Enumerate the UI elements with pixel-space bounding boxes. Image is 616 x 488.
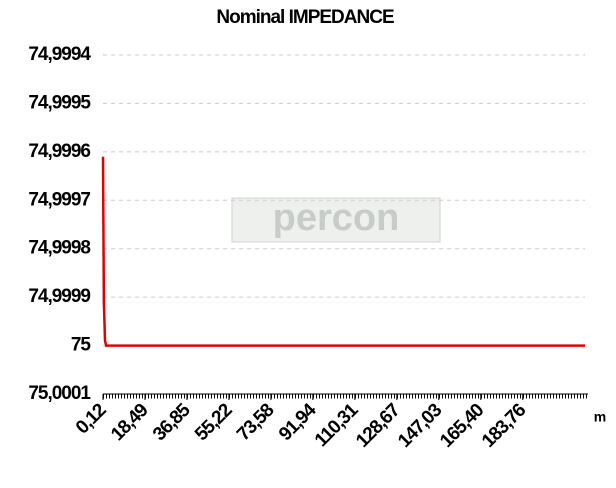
x-tick-label: 55,22 [191,400,236,445]
x-tick-label: 183,76 [478,400,530,452]
x-tick-label: 73,58 [233,400,278,445]
x-tick-label: 147,03 [394,400,446,452]
x-tick-label: 18,49 [107,400,152,445]
x-tick-label: 110,31 [311,399,363,451]
x-axis-label: m [594,409,606,425]
x-tick-label: 36,85 [149,399,195,445]
y-tick-label: 75 [71,335,92,356]
y-tick-label: 74,9997 [28,189,90,210]
x-tick-label: 128,67 [352,400,404,452]
y-tick-label: 74,9995 [28,92,91,113]
y-tick-label: 74,9999 [28,286,90,307]
chart-title: Nominal IMPEDANCE [216,7,394,28]
series-line [101,156,585,347]
watermark-box [231,197,441,243]
x-tick-label: 0,12 [72,400,110,438]
x-tick-label: 165,40 [436,400,488,452]
y-tick-label: 75,0001 [28,383,91,404]
y-tick-label: 74,9994 [28,44,91,65]
y-tick-label: 74,9998 [28,238,90,259]
y-tick-label: 74,9996 [28,141,90,162]
watermark: percon [273,197,400,239]
